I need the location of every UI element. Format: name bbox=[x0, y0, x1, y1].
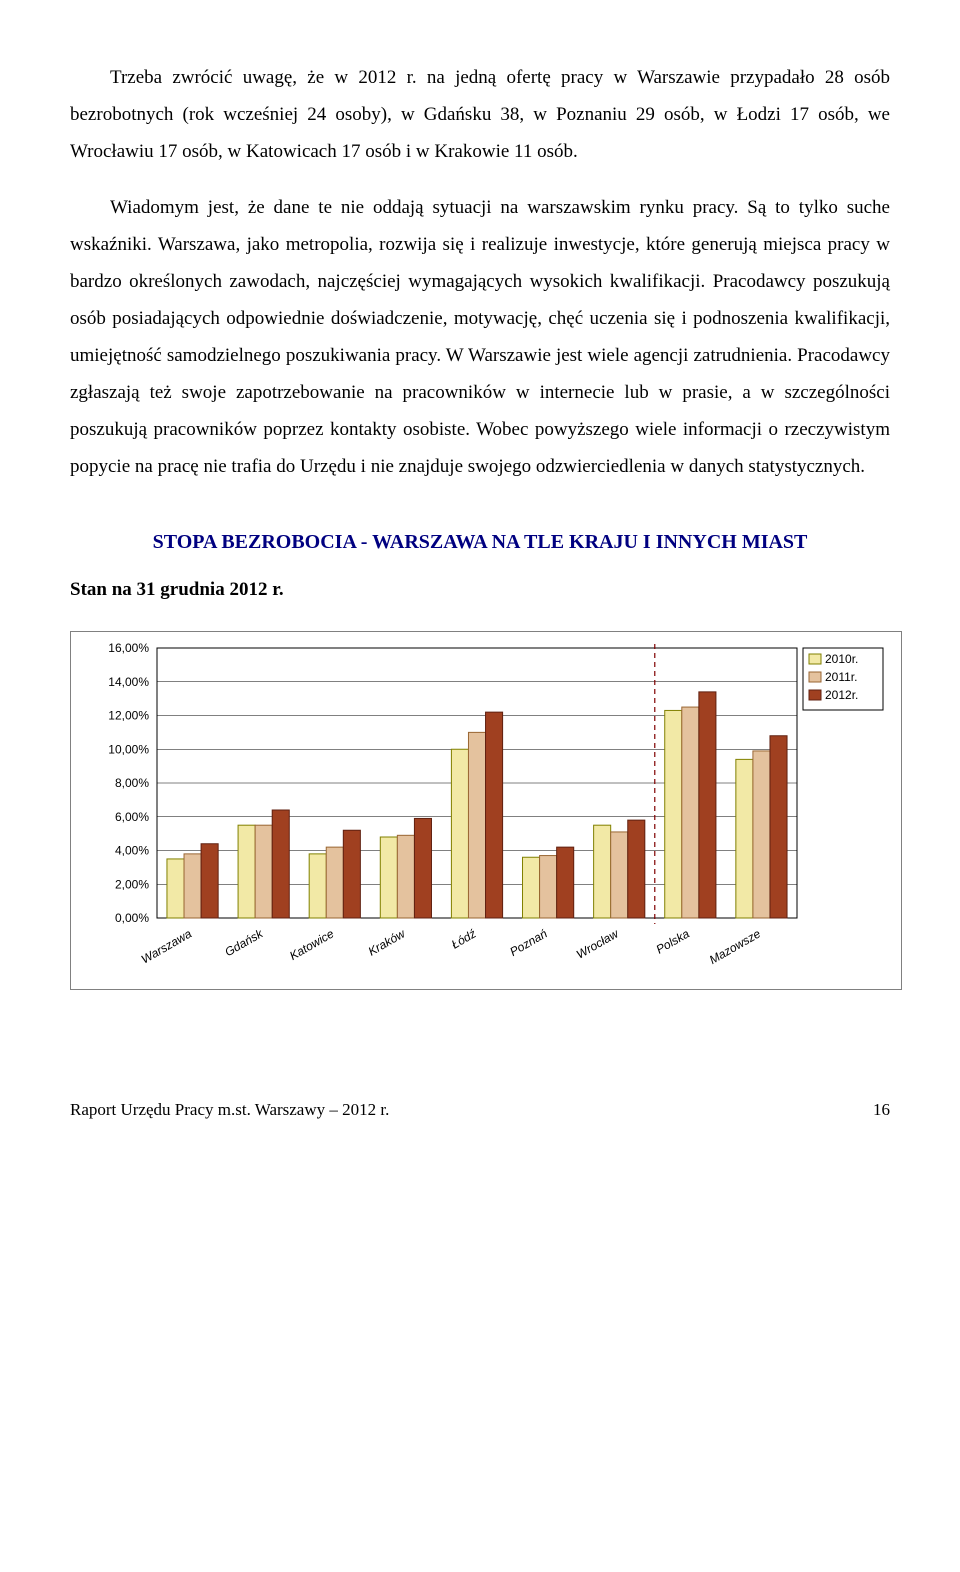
svg-text:2,00%: 2,00% bbox=[115, 877, 149, 891]
svg-text:Kraków: Kraków bbox=[366, 925, 409, 958]
svg-text:8,00%: 8,00% bbox=[115, 776, 149, 790]
svg-text:2011r.: 2011r. bbox=[825, 670, 857, 684]
page-number: 16 bbox=[873, 1100, 890, 1120]
unemployment-chart: 0,00% 2,00% 4,00% 6,00% 8,00% 10,00% 12,00% 14,… bbox=[70, 631, 902, 990]
svg-text:0,00%: 0,00% bbox=[115, 911, 149, 925]
body-paragraph-2: Wiadomym jest, że dane te nie oddają syt… bbox=[70, 189, 890, 485]
svg-text:Polska: Polska bbox=[654, 926, 692, 956]
svg-text:Gdańsk: Gdańsk bbox=[222, 925, 266, 958]
svg-text:12,00%: 12,00% bbox=[108, 708, 149, 722]
svg-text:16,00%: 16,00% bbox=[108, 641, 149, 655]
svg-text:Katowice: Katowice bbox=[287, 926, 336, 963]
svg-text:14,00%: 14,00% bbox=[108, 674, 149, 688]
sub-heading: Stan na 31 grudnia 2012 r. bbox=[70, 579, 890, 601]
svg-text:2010r.: 2010r. bbox=[825, 652, 858, 666]
svg-text:Łódź: Łódź bbox=[449, 926, 479, 951]
svg-text:Mazowsze: Mazowsze bbox=[707, 926, 763, 967]
svg-text:6,00%: 6,00% bbox=[115, 809, 149, 823]
svg-text:2012r.: 2012r. bbox=[825, 688, 858, 702]
svg-text:Poznań: Poznań bbox=[507, 926, 550, 959]
svg-text:10,00%: 10,00% bbox=[108, 742, 149, 756]
footer-report-title: Raport Urzędu Pracy m.st. Warszawy – 201… bbox=[70, 1100, 389, 1120]
body-paragraph-1: Trzeba zwrócić uwagę, że w 2012 r. na je… bbox=[70, 59, 890, 170]
svg-text:Warszawa: Warszawa bbox=[139, 926, 195, 966]
svg-text:Wrocław: Wrocław bbox=[574, 925, 622, 961]
svg-text:4,00%: 4,00% bbox=[115, 843, 149, 857]
section-heading: STOPA BEZROBOCIA - WARSZAWA NA TLE KRAJU… bbox=[70, 531, 890, 554]
